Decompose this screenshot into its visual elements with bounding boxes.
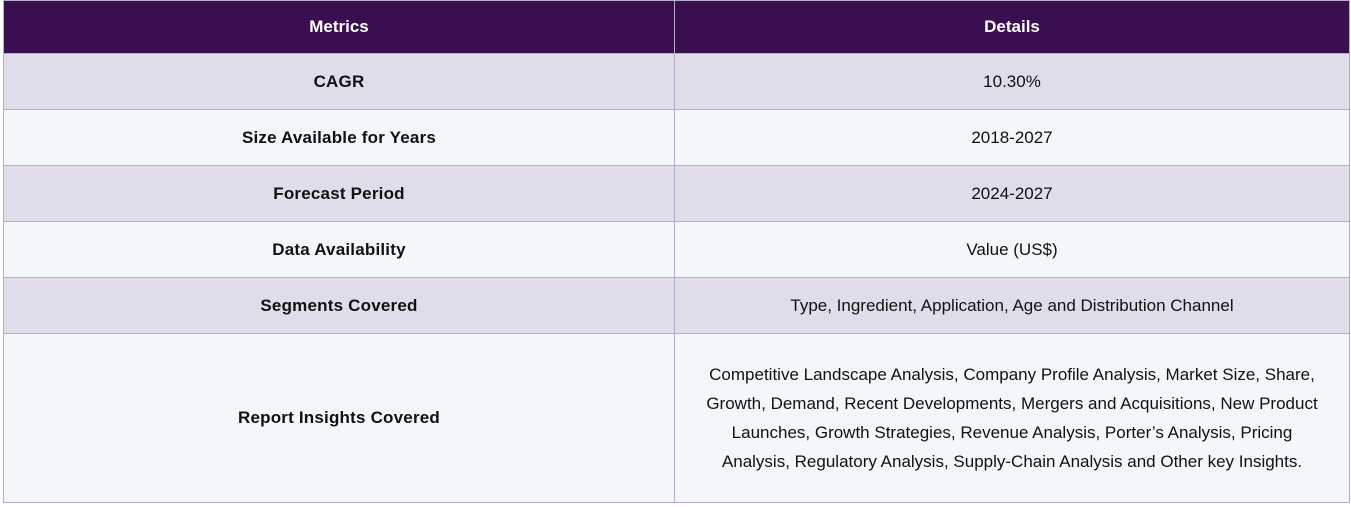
- table-row: CAGR 10.30%: [3, 53, 1350, 110]
- table-row: Size Available for Years 2018-2027: [3, 109, 1350, 166]
- table-row: Report Insights Covered Competitive Land…: [3, 333, 1350, 503]
- table-row: Data Availability Value (US$): [3, 221, 1350, 278]
- detail-data-availability: Value (US$): [674, 221, 1350, 278]
- metric-data-availability: Data Availability: [3, 221, 675, 278]
- metric-cagr: CAGR: [3, 53, 675, 110]
- table-row: Forecast Period 2024-2027: [3, 165, 1350, 222]
- header-details: Details: [674, 0, 1350, 54]
- detail-segments-covered: Type, Ingredient, Application, Age and D…: [674, 277, 1350, 334]
- metric-segments-covered: Segments Covered: [3, 277, 675, 334]
- detail-forecast-period: 2024-2027: [674, 165, 1350, 222]
- metric-report-insights: Report Insights Covered: [3, 333, 675, 503]
- metrics-table-container: Metrics Details CAGR 10.30% Size Availab…: [3, 0, 1350, 503]
- metric-size-available: Size Available for Years: [3, 109, 675, 166]
- table-header-row: Metrics Details: [3, 0, 1350, 54]
- detail-report-insights: Competitive Landscape Analysis, Company …: [674, 333, 1350, 503]
- header-metrics: Metrics: [3, 0, 675, 54]
- metric-forecast-period: Forecast Period: [3, 165, 675, 222]
- detail-cagr: 10.30%: [674, 53, 1350, 110]
- detail-size-available: 2018-2027: [674, 109, 1350, 166]
- metrics-table: Metrics Details CAGR 10.30% Size Availab…: [3, 0, 1350, 503]
- table-row: Segments Covered Type, Ingredient, Appli…: [3, 277, 1350, 334]
